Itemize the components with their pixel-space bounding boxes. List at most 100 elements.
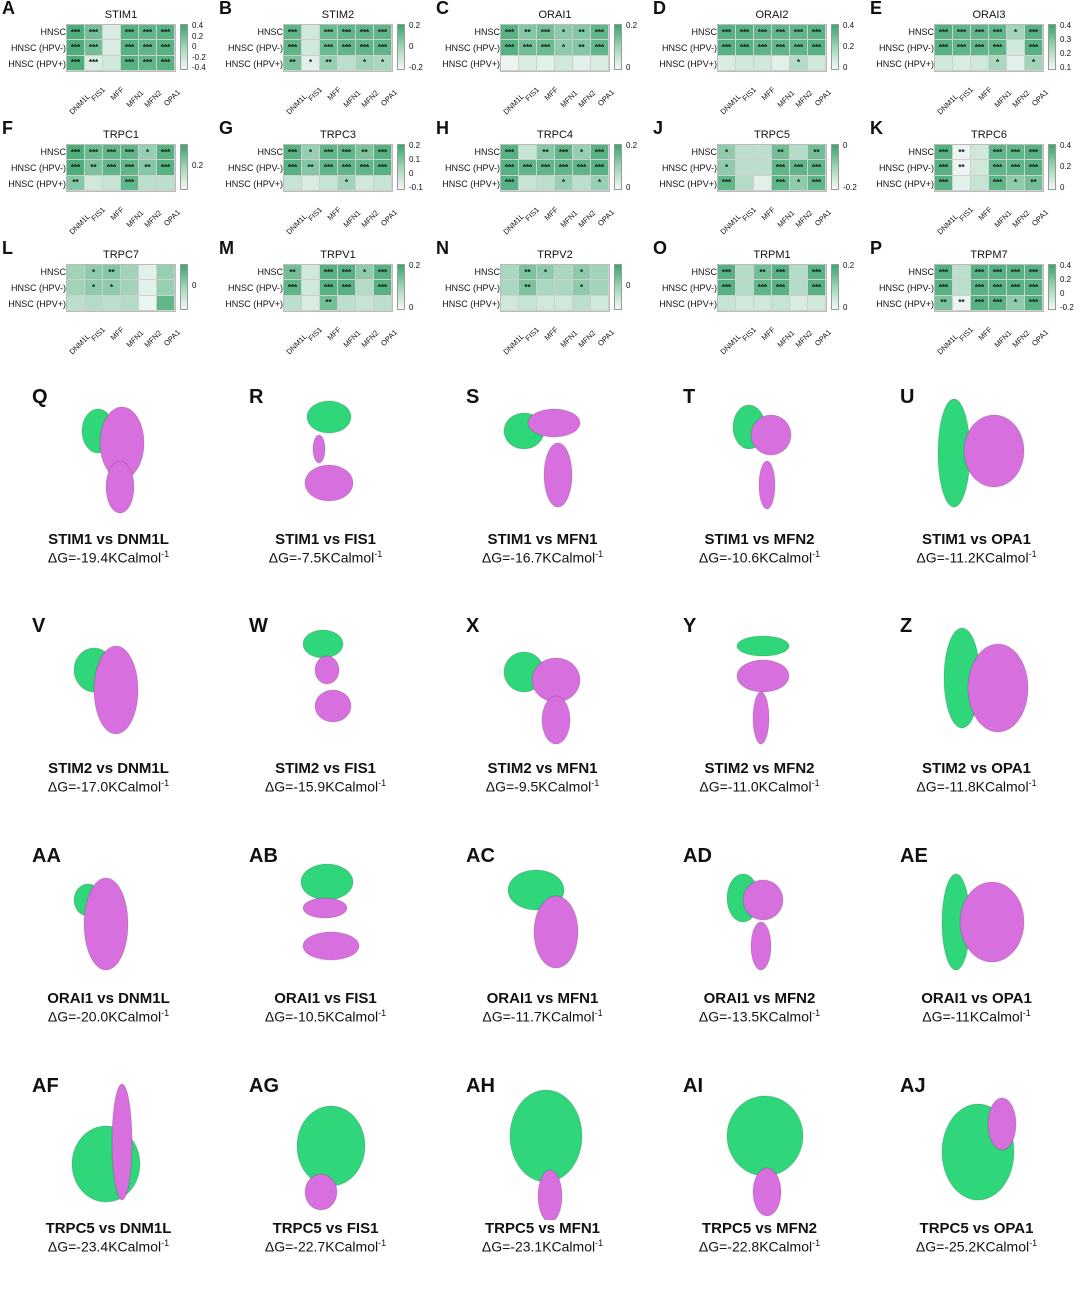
docking-title: STIM1 vs OPA1 — [922, 531, 1031, 548]
magenta-protein-surface — [543, 442, 573, 508]
protein-complex — [73, 645, 139, 735]
panel-letter: S — [466, 386, 480, 408]
magenta-protein-surface — [987, 1097, 1017, 1151]
heatmap-cell: *** — [1025, 160, 1043, 176]
heatmap-cell: * — [356, 55, 374, 71]
column-label: MFF — [976, 324, 994, 343]
heatmap-cell: ** — [284, 55, 302, 71]
protein-complex — [937, 398, 1025, 508]
heatmap-cell: *** — [139, 25, 157, 41]
docking-panel: AD ORAI1 vs MFN2 ΔG=-13.5KCalmol-1 — [651, 845, 868, 1063]
heatmap-cell: *** — [989, 175, 1007, 191]
binding-energy: ΔG=-17.0KCalmol-1 — [0, 778, 217, 795]
row-label: HNSC — [40, 267, 66, 277]
heatmap-cell: *** — [989, 145, 1007, 161]
colorbar-tick: 0.2 — [843, 261, 855, 270]
heatmap-cell: *** — [320, 265, 338, 281]
panel-letter: U — [900, 386, 915, 408]
heatmap-cell — [103, 295, 121, 311]
energy-unit-exponent: -1 — [161, 1008, 170, 1018]
docking-title: TRPC5 vs MFN1 — [484, 1220, 601, 1237]
row-label: HNSC (HPV+) — [659, 299, 717, 309]
energy-value: ΔG=-20.0KCalmol — [47, 1008, 162, 1025]
column-labels: DNM1L FIS1 MFF MFN1 MFN2 OPA1 — [283, 194, 398, 236]
protein-complex — [73, 877, 129, 971]
colorbar-tick: 0.2 — [1060, 49, 1072, 58]
energy-value: ΔG=-23.4KCalmol — [47, 1238, 162, 1255]
colorbar-tick: 0 — [409, 303, 414, 312]
row-label: HNSC (HPV+) — [659, 179, 717, 189]
heatmap-cell — [121, 280, 139, 296]
heatmap-cell: *** — [935, 175, 953, 191]
binding-energy: ΔG=-11.2KCalmol-1 — [868, 549, 1085, 566]
column-label: MFF — [108, 84, 126, 103]
column-label: FIS1 — [740, 325, 759, 343]
heatmap-cell: * — [356, 265, 374, 281]
docking-panel: AF TRPC5 vs DNM1L ΔG=-23.4KCalmol-1 — [0, 1075, 217, 1293]
colorbar-tick: 0.2 — [409, 141, 421, 150]
panel-letter: AB — [249, 845, 278, 867]
column-label: FIS1 — [740, 85, 759, 103]
docking-panel: U STIM1 vs OPA1 ΔG=-11.2KCalmol-1 — [868, 386, 1085, 604]
heatmap-grid: ************************************* — [934, 144, 1044, 192]
row-label: HNSC (HPV-) — [10, 43, 66, 53]
energy-unit-exponent: -1 — [1029, 1238, 1038, 1248]
magenta-protein-surface — [752, 691, 770, 745]
colorbar-tick: 0 — [843, 63, 848, 72]
heatmap-cell: ** — [573, 40, 591, 56]
panel-letter: J — [653, 118, 664, 138]
column-label: MFF — [325, 84, 343, 103]
heatmap-title: ORAI1 — [538, 9, 572, 21]
magenta-protein-surface — [750, 921, 772, 971]
heatmap-cell — [736, 160, 754, 176]
column-label: OPA1 — [161, 87, 182, 108]
row-label: HNSC — [257, 267, 283, 277]
column-label: FIS1 — [523, 85, 542, 103]
heatmap-cell: *** — [935, 160, 953, 176]
heatmap-cell: *** — [989, 295, 1007, 311]
heatmap-cell: *** — [808, 160, 826, 176]
energy-unit-exponent: -1 — [594, 1008, 603, 1018]
energy-unit-exponent: -1 — [595, 1238, 604, 1248]
column-label: MFF — [976, 204, 994, 223]
heatmap-cell: * — [555, 40, 573, 56]
heatmap-cell — [718, 295, 736, 311]
docking-title: STIM1 vs DNM1L — [48, 531, 169, 548]
docking-panel: R STIM1 vs FIS1 ΔG=-7.5KCalmol-1 — [217, 386, 434, 604]
heatmap-cell: *** — [989, 265, 1007, 281]
colorbar-tick: 0 — [843, 141, 848, 150]
colorbar — [397, 24, 405, 70]
column-labels: DNM1L FIS1 MFF MFN1 MFN2 OPA1 — [283, 74, 398, 116]
column-label: MFN2 — [359, 328, 381, 350]
heatmap-cell — [157, 265, 175, 281]
heatmap-cell — [790, 295, 808, 311]
heatmap-cell: *** — [971, 265, 989, 281]
heatmap-cell: *** — [338, 160, 356, 176]
heatmap-cell: *** — [573, 160, 591, 176]
colorbar — [180, 144, 188, 190]
heatmap-cell: *** — [1007, 265, 1025, 281]
heatmap-cell: *** — [591, 40, 609, 56]
heatmap-cell: *** — [537, 160, 555, 176]
colorbar-tick: 0.2 — [192, 161, 204, 170]
heatmap-cell — [103, 25, 121, 41]
column-label: FIS1 — [306, 325, 325, 343]
heatmap-cell: *** — [790, 25, 808, 41]
heatmap-cell — [103, 175, 121, 191]
heatmap-cell: * — [573, 280, 591, 296]
heatmap-cell: *** — [754, 25, 772, 41]
colorbar-tick: 0.4 — [843, 21, 855, 30]
green-protein-surface — [296, 1105, 366, 1187]
heatmap-cell — [808, 55, 826, 71]
heatmap-cell: *** — [772, 175, 790, 191]
heatmap-cell — [754, 145, 772, 161]
panel-letter: P — [870, 238, 883, 258]
heatmap-cell: *** — [320, 160, 338, 176]
heatmap-cell: *** — [85, 55, 103, 71]
row-label: HNSC — [474, 267, 500, 277]
column-label: OPA1 — [595, 207, 616, 228]
heatmap-cell: *** — [501, 25, 519, 41]
column-label: DNM1L — [501, 331, 526, 357]
binding-energy: ΔG=-23.1KCalmol-1 — [434, 1238, 651, 1255]
heatmap-cell: * — [1007, 175, 1025, 191]
